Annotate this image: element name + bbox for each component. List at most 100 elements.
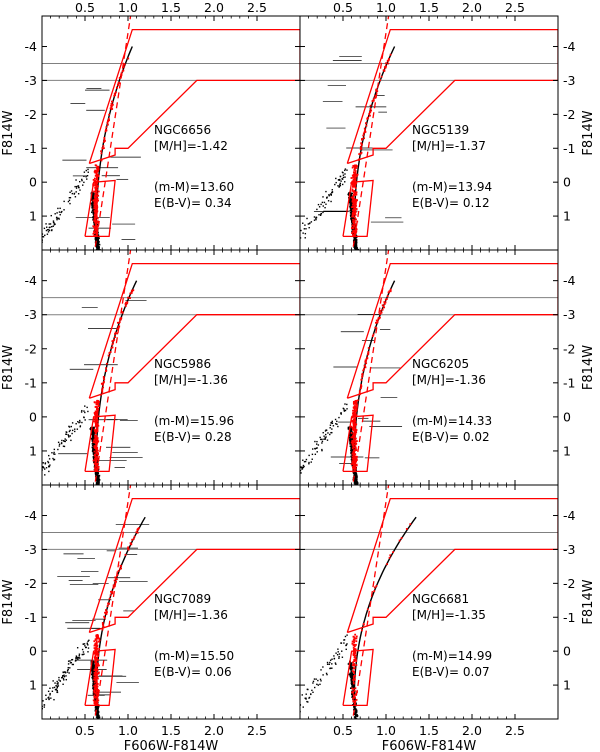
selected-star: [95, 440, 97, 442]
star-point: [331, 420, 333, 423]
star-point: [51, 229, 53, 232]
selected-star: [111, 346, 114, 349]
selected-star: [95, 410, 98, 413]
selected-star: [358, 153, 361, 155]
selected-star: [353, 190, 355, 193]
selected-star: [121, 70, 124, 73]
star-point: [351, 695, 354, 697]
star-point: [45, 467, 48, 469]
selected-star: [352, 462, 355, 465]
star-point: [44, 234, 46, 237]
star-point: [65, 439, 68, 441]
selected-star: [96, 424, 98, 427]
star-point: [350, 440, 353, 442]
star-point: [63, 675, 66, 678]
star-point: [97, 706, 99, 709]
panels-layer: NGC6656[M/H]=-1.42(m-M)=13.60E(B-V)= 0.3…: [41, 15, 559, 720]
selected-star: [367, 351, 370, 354]
star-point: [62, 677, 65, 680]
star-point: [92, 670, 94, 673]
star-point: [65, 678, 67, 681]
selected-star: [101, 391, 104, 393]
selected-star: [96, 419, 98, 422]
selected-star: [97, 173, 99, 176]
reddening-label: E(B-V)= 0.02: [412, 430, 490, 444]
selected-star: [95, 638, 98, 640]
star-point: [91, 443, 94, 445]
star-point: [92, 452, 95, 455]
star-point: [96, 475, 98, 478]
star-point: [49, 692, 51, 695]
selected-star: [95, 438, 98, 441]
selected-star: [353, 446, 356, 449]
star-point: [339, 182, 342, 185]
selected-star: [353, 205, 356, 208]
selected-star: [132, 289, 135, 292]
selected-star: [360, 384, 363, 386]
star-point: [67, 668, 69, 671]
selected-star: [351, 182, 354, 185]
dashed-isochrone-line: [94, 485, 132, 716]
star-point: [71, 658, 74, 661]
rgb-sequence: [95, 516, 146, 702]
selected-star: [364, 131, 367, 133]
star-point: [74, 428, 76, 430]
selected-star: [95, 213, 98, 216]
star-point: [79, 419, 81, 422]
star-point: [57, 207, 59, 210]
star-point: [93, 661, 96, 663]
selected-star: [94, 174, 97, 177]
selected-star: [94, 186, 97, 189]
star-point: [93, 223, 96, 225]
star-point: [355, 248, 358, 250]
star-point: [48, 698, 50, 700]
selected-star: [95, 451, 98, 454]
star-point: [326, 196, 328, 198]
cluster-name-label: NGC6205: [412, 357, 469, 371]
star-point: [97, 476, 99, 479]
selected-star: [94, 197, 97, 200]
star-point: [354, 241, 357, 243]
selected-star: [117, 569, 120, 572]
selected-star: [350, 436, 353, 439]
star-point: [67, 663, 70, 665]
star-point: [303, 228, 306, 230]
star-point: [42, 465, 44, 468]
selected-star: [351, 419, 354, 422]
star-point: [337, 185, 339, 187]
selected-star: [352, 176, 355, 179]
star-point: [301, 468, 304, 470]
selected-star: [93, 420, 95, 423]
distance-modulus-label: (m-M)=15.96: [154, 414, 234, 428]
selected-star: [93, 691, 96, 694]
selected-star: [95, 403, 98, 406]
star-point: [92, 687, 95, 689]
selected-star: [352, 212, 355, 215]
star-point: [92, 201, 95, 203]
selected-star: [379, 79, 382, 82]
selected-star: [353, 189, 356, 192]
selected-star: [361, 138, 363, 141]
star-point: [308, 226, 310, 229]
star-point: [96, 474, 98, 477]
star-point: [93, 461, 95, 464]
selected-star: [127, 296, 129, 299]
star-point: [356, 481, 358, 484]
star-point: [82, 643, 84, 645]
star-point: [354, 707, 356, 709]
star-point: [321, 440, 324, 443]
star-point: [355, 480, 358, 482]
star-point: [80, 411, 83, 413]
star-point: [69, 660, 71, 662]
selected-star: [363, 367, 365, 370]
selected-star: [380, 75, 383, 78]
selected-star: [96, 194, 99, 197]
star-point: [327, 200, 330, 202]
star-point: [354, 246, 357, 248]
selected-star: [96, 179, 99, 182]
star-point: [325, 433, 327, 436]
star-point: [94, 706, 97, 709]
star-point: [344, 173, 346, 175]
star-point: [42, 233, 44, 235]
selected-star: [384, 298, 387, 301]
